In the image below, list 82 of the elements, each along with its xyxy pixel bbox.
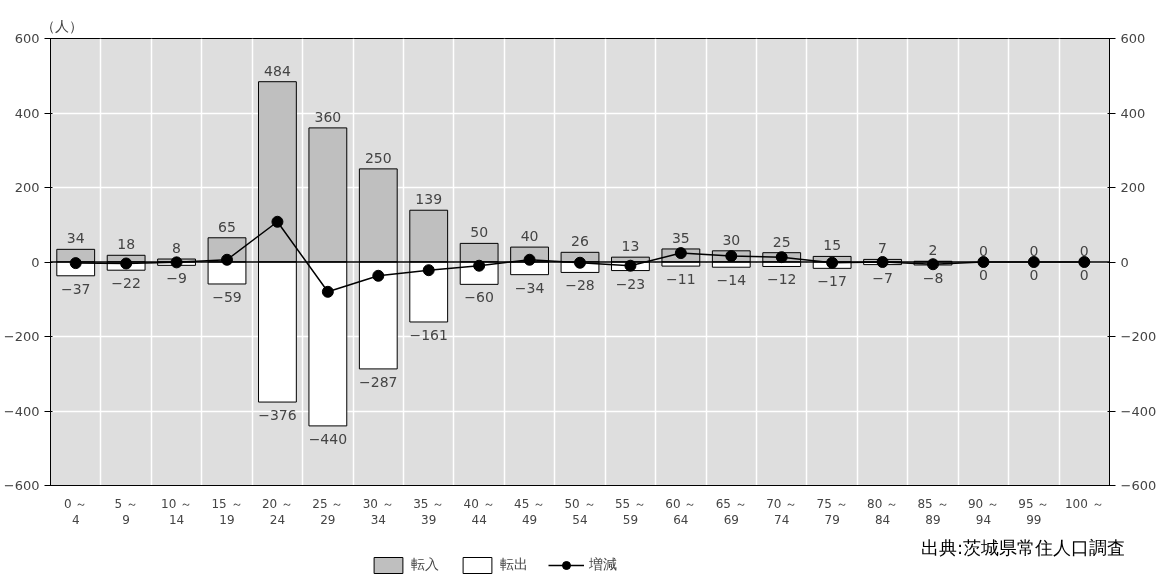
data-label: 7	[878, 240, 888, 257]
x-tick-label: 60 ～ 64	[665, 496, 697, 528]
data-label: −37	[60, 280, 91, 297]
x-tick-label: 75 ～ 79	[816, 496, 848, 528]
data-label: −9	[166, 270, 187, 287]
y2-tick-label: 0	[1120, 254, 1129, 270]
x-tick-label: 30 ～ 34	[362, 496, 394, 528]
x-tick-label: 55 ～ 59	[614, 496, 646, 528]
data-label: −7	[872, 269, 893, 286]
data-label: 13	[621, 238, 640, 255]
x-tick-label: 0 ～ 4	[63, 496, 88, 528]
x-tick-label: 100 ～	[1064, 496, 1104, 511]
data-label: 25	[772, 233, 791, 250]
data-label: −11	[666, 271, 696, 288]
x-tick-label: 45 ～ 49	[514, 496, 546, 528]
y2-tick-label: −600	[1120, 478, 1157, 493]
data-label: 26	[571, 233, 589, 250]
y2-tick-label: −200	[1120, 329, 1157, 344]
data-label: 250	[364, 149, 392, 166]
data-label: 18	[117, 236, 136, 253]
data-label: 40	[520, 228, 539, 245]
legend-label: 増減	[589, 556, 617, 574]
data-label: 30	[722, 231, 741, 248]
source-note: 出典:茨城県常住人口調査	[920, 536, 1125, 560]
data-label: 0	[1079, 267, 1089, 283]
data-label: −28	[565, 277, 595, 294]
data-label: −376	[258, 407, 297, 424]
x-tick-label: 70 ～ 74	[766, 496, 798, 528]
y-tick-label: −600	[3, 478, 40, 493]
data-label: 0	[978, 267, 988, 283]
y-tick-label: 0	[31, 254, 40, 270]
x-tick-label: 50 ～ 54	[564, 496, 596, 528]
data-label: −60	[464, 289, 494, 306]
data-label: 50	[470, 224, 489, 241]
x-tick-label: 10 ～ 14	[161, 496, 193, 528]
x-tick-label: 25 ～ 29	[312, 496, 344, 528]
y2-tick-label: 400	[1120, 105, 1146, 121]
data-label: 34	[66, 230, 85, 247]
data-label: 15	[823, 237, 842, 254]
x-tick-label: 65 ～ 69	[715, 496, 747, 528]
x-tick-label: 5 ～ 9	[114, 496, 138, 528]
data-label: 35	[671, 229, 690, 246]
data-label: 360	[314, 108, 342, 125]
data-label: 139	[415, 191, 443, 208]
data-label: 2	[928, 242, 938, 259]
data-label: −287	[359, 373, 398, 390]
y-tick-label: −400	[3, 403, 40, 419]
x-tick-label: 40 ～ 44	[463, 496, 495, 528]
x-tick-label: 95 ～ 99	[1018, 496, 1050, 528]
legend-label: 転入	[411, 556, 439, 574]
y-tick-label: 400	[14, 105, 40, 121]
y2-tick-label: 200	[1120, 180, 1146, 195]
y2-tick-label: 600	[1120, 31, 1146, 46]
data-label: 0	[1079, 243, 1089, 259]
data-label: 0	[1029, 243, 1039, 259]
data-label: −440	[308, 430, 348, 447]
data-label: −23	[615, 275, 646, 292]
data-label: 65	[218, 218, 236, 235]
y2-tick-label: −400	[1120, 403, 1157, 419]
data-label: 484	[264, 62, 291, 79]
y-tick-label: 600	[14, 31, 40, 46]
x-tick-label: 85 ～ 89	[917, 496, 949, 528]
y-tick-label: 200	[14, 180, 40, 195]
data-label: −59	[212, 288, 242, 305]
data-label: −161	[409, 326, 448, 343]
data-label: −34	[514, 279, 545, 296]
data-label: 8	[172, 240, 182, 257]
y-axis-title: （人）	[40, 17, 83, 34]
x-tick-label: 20 ～ 24	[261, 496, 293, 528]
y-tick-label: −200	[3, 329, 40, 344]
data-label: −8	[922, 269, 944, 286]
data-label: −22	[111, 275, 141, 292]
x-tick-label: 90 ～ 94	[967, 496, 999, 528]
x-tick-label: 35 ～ 39	[413, 496, 445, 528]
data-label: 0	[978, 243, 988, 259]
data-label: −17	[817, 273, 847, 290]
data-label: 0	[1029, 267, 1039, 283]
legend-label: 転出	[500, 556, 528, 574]
x-tick-label: 15 ～ 19	[211, 496, 243, 528]
data-label: −14	[716, 272, 747, 289]
data-label: −12	[766, 271, 797, 288]
x-tick-label: 80 ～ 84	[867, 496, 899, 528]
